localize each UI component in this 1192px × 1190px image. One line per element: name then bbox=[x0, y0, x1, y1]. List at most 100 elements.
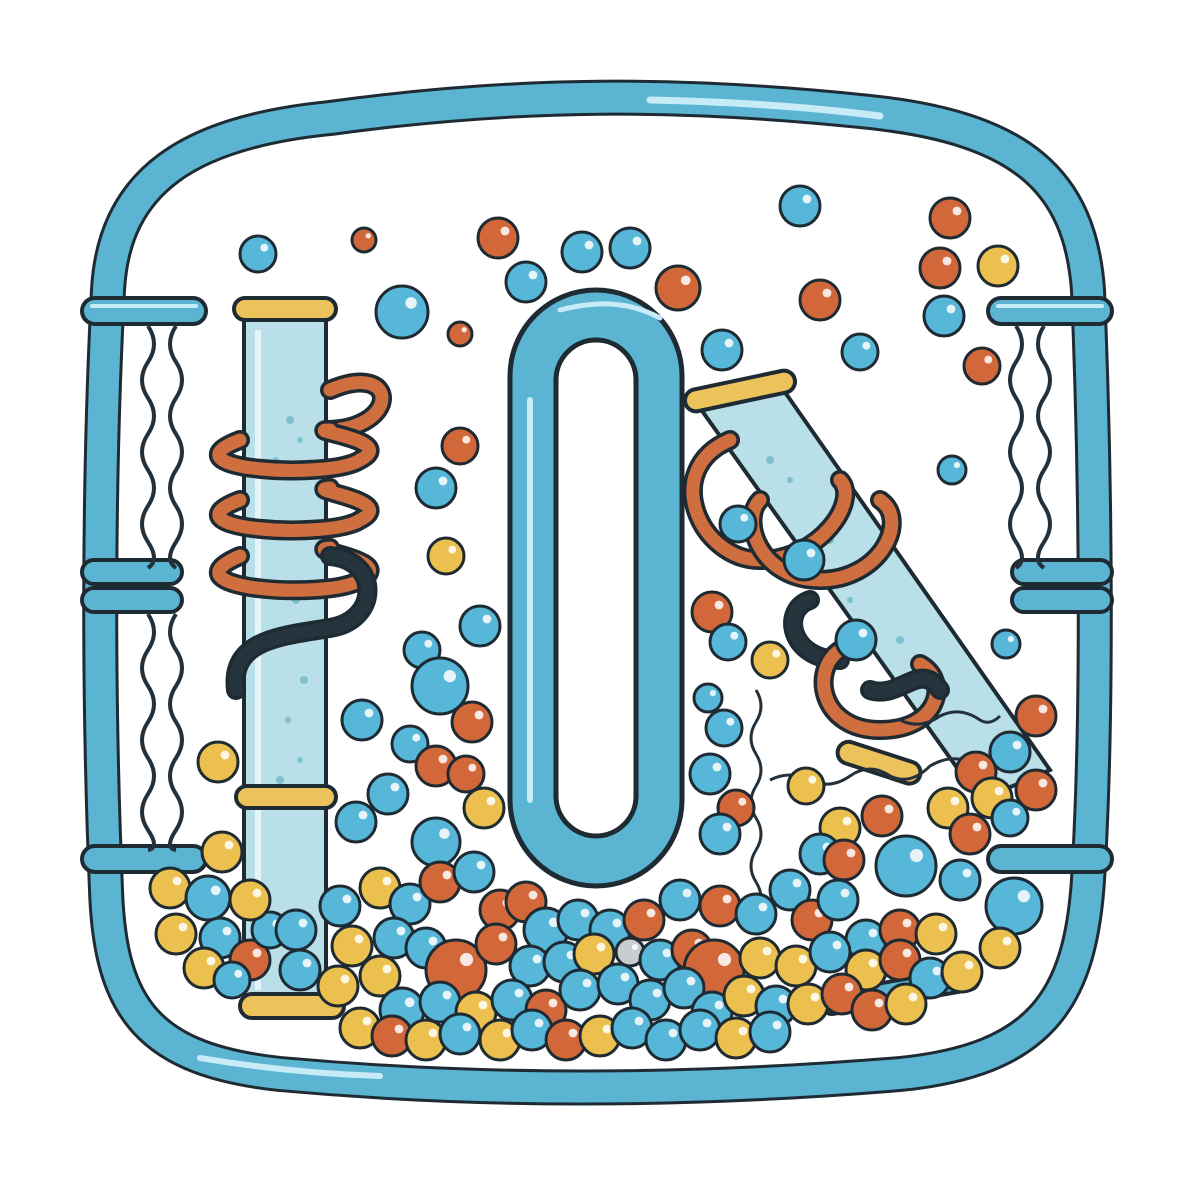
bead-highlight bbox=[528, 270, 538, 280]
bead-highlight bbox=[602, 1024, 612, 1034]
bead-body bbox=[440, 426, 480, 466]
bead bbox=[962, 346, 1002, 386]
bead-body bbox=[700, 328, 744, 372]
bead bbox=[786, 766, 826, 806]
bead-highlight bbox=[424, 639, 433, 648]
bead bbox=[948, 812, 992, 856]
bead bbox=[1014, 694, 1058, 738]
bead-highlight bbox=[730, 631, 739, 640]
bead-body bbox=[748, 1010, 792, 1054]
springs bbox=[140, 324, 1052, 852]
bead-highlight bbox=[260, 243, 269, 252]
bead-highlight bbox=[222, 926, 232, 936]
bead-highlight bbox=[762, 946, 772, 956]
bead-highlight bbox=[908, 992, 918, 1002]
bead-body bbox=[426, 536, 466, 576]
bead-body bbox=[692, 682, 724, 714]
bead bbox=[438, 1012, 482, 1056]
bead-highlight bbox=[438, 476, 448, 486]
bead-body bbox=[940, 950, 984, 994]
bead bbox=[440, 426, 480, 466]
bead-body bbox=[238, 234, 278, 274]
bead-highlight bbox=[962, 868, 972, 878]
bead-highlight bbox=[612, 918, 622, 928]
bead-highlight bbox=[714, 1000, 724, 1010]
bead-highlight bbox=[984, 355, 993, 364]
bead bbox=[936, 454, 968, 486]
bead-body bbox=[816, 878, 860, 922]
bead bbox=[274, 908, 318, 952]
bead bbox=[918, 246, 962, 290]
bead-body bbox=[976, 244, 1020, 288]
bead-body bbox=[658, 878, 702, 922]
bead bbox=[884, 982, 928, 1026]
bead-body bbox=[154, 912, 198, 956]
bead bbox=[768, 868, 812, 912]
bead-body bbox=[274, 908, 318, 952]
bead bbox=[704, 708, 744, 748]
bead-highlight bbox=[952, 206, 962, 216]
bead-body bbox=[410, 816, 462, 868]
bead bbox=[560, 230, 604, 274]
bead-body bbox=[212, 960, 252, 1000]
bead-highlight bbox=[234, 969, 243, 978]
bead bbox=[184, 874, 232, 922]
bead-highlight bbox=[548, 998, 558, 1008]
bead-highlight bbox=[631, 944, 638, 951]
right-column-cap bbox=[682, 368, 798, 414]
bead bbox=[700, 328, 744, 372]
bead-highlight bbox=[405, 297, 417, 309]
bead bbox=[578, 1014, 622, 1058]
bead bbox=[978, 926, 1022, 970]
bead-body bbox=[708, 622, 748, 662]
bead-body bbox=[928, 196, 972, 240]
bead-highlight bbox=[1038, 704, 1048, 714]
bead-highlight bbox=[726, 717, 735, 726]
bead bbox=[330, 924, 374, 968]
bead-highlight bbox=[404, 997, 415, 1008]
bead-highlight bbox=[994, 786, 1004, 796]
bead-highlight bbox=[528, 890, 538, 900]
bead bbox=[678, 1008, 722, 1052]
bead-highlight bbox=[443, 670, 456, 683]
bead-highlight bbox=[844, 982, 854, 992]
bead bbox=[446, 754, 486, 794]
bead bbox=[658, 878, 702, 922]
bead-body bbox=[678, 1008, 722, 1052]
bead-highlight bbox=[210, 885, 221, 896]
bead-highlight bbox=[832, 940, 842, 950]
frame-clamps bbox=[80, 296, 1114, 874]
bead bbox=[698, 812, 742, 856]
bead-highlight bbox=[964, 960, 974, 970]
bead-body bbox=[414, 466, 458, 510]
bead-highlight bbox=[462, 435, 471, 444]
bead-body bbox=[196, 740, 240, 784]
bead bbox=[778, 184, 822, 228]
bead-highlight bbox=[382, 964, 392, 974]
bead bbox=[544, 1018, 588, 1062]
bead-body bbox=[984, 876, 1044, 936]
bead bbox=[238, 234, 278, 274]
bead-highlight bbox=[758, 902, 768, 912]
bead-highlight bbox=[722, 894, 732, 904]
bead-body bbox=[938, 858, 982, 902]
bead bbox=[350, 226, 378, 254]
bead bbox=[340, 698, 384, 742]
bead-body bbox=[688, 752, 732, 796]
bead bbox=[808, 930, 852, 974]
bead-highlight bbox=[596, 942, 606, 952]
bead-highlight bbox=[206, 956, 216, 966]
bead-highlight bbox=[412, 733, 421, 742]
bead-highlight bbox=[1038, 778, 1048, 788]
bead bbox=[750, 640, 790, 680]
bead bbox=[1014, 768, 1058, 812]
bead-body bbox=[334, 800, 378, 844]
spring-left-upper-b bbox=[168, 324, 184, 570]
bead-highlight bbox=[468, 763, 477, 772]
bead-body bbox=[654, 264, 702, 312]
bead-highlight bbox=[474, 710, 484, 720]
bead-body bbox=[366, 772, 410, 816]
bead bbox=[698, 884, 742, 928]
bead-highlight bbox=[500, 226, 510, 236]
